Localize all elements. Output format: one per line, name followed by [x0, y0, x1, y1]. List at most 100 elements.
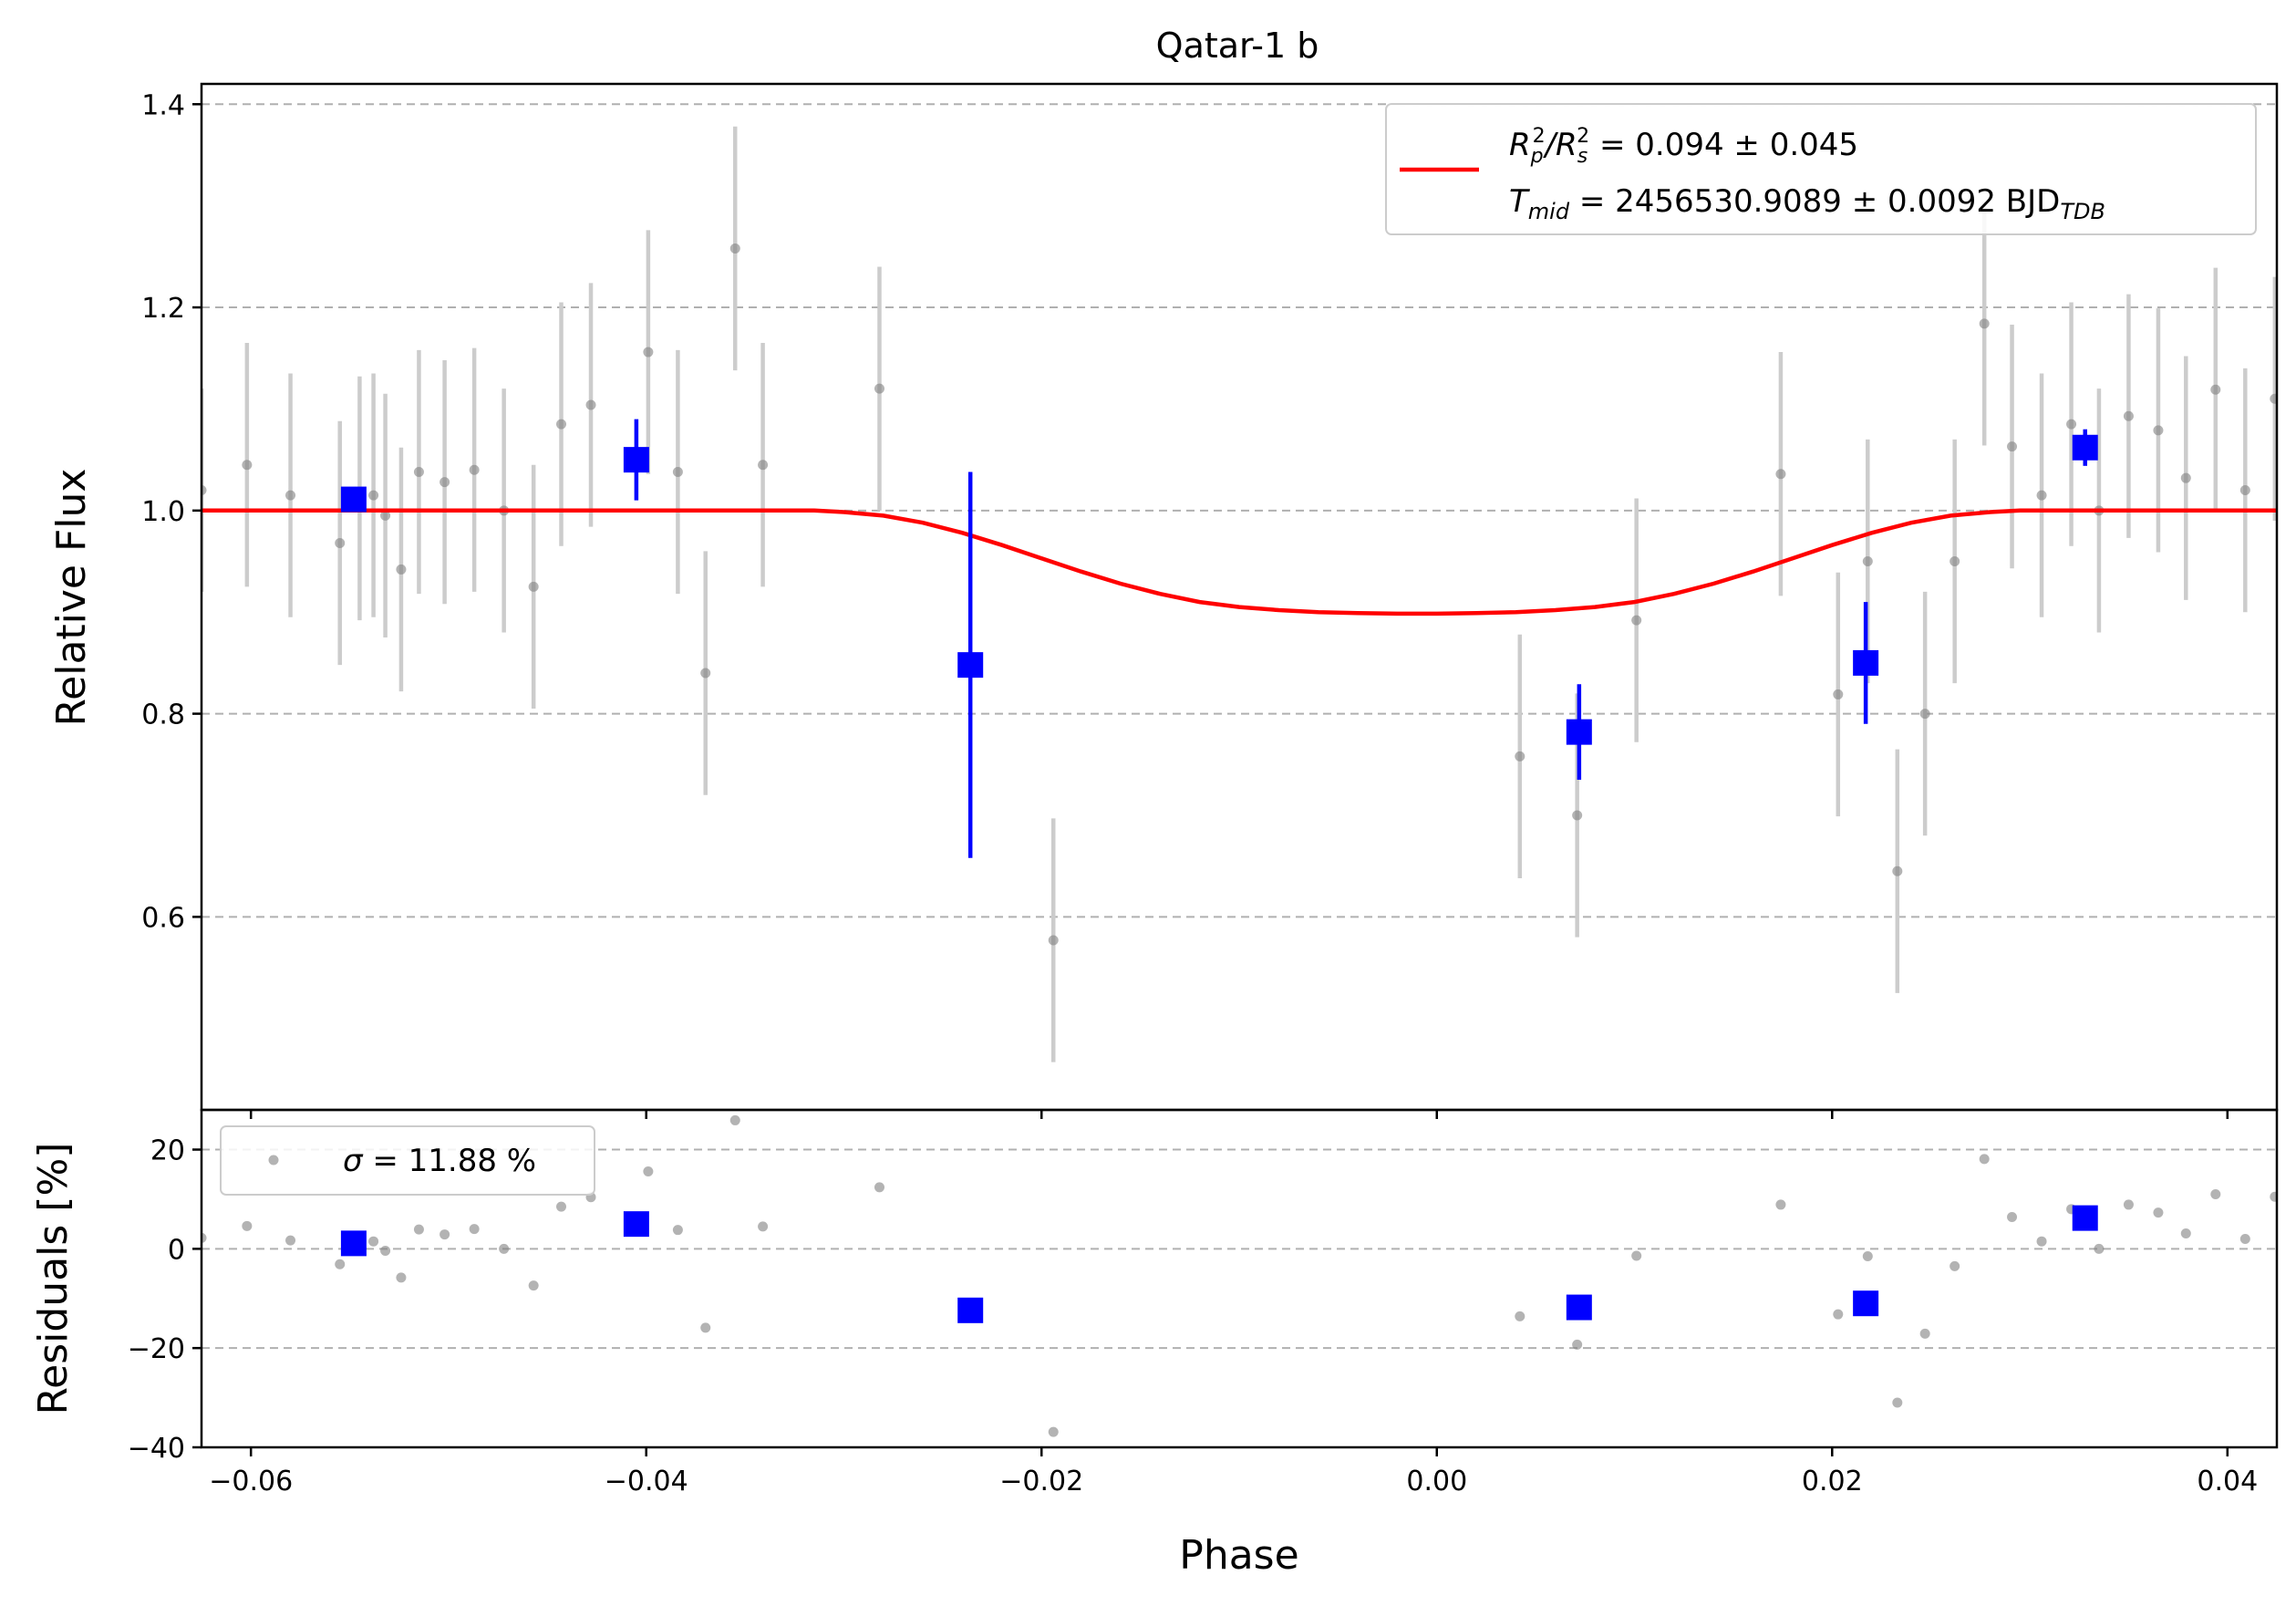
- residual-raw-point: [380, 1246, 391, 1257]
- flux-panel: 0.60.81.01.21.4 Relative Flux Rp2/Rs2 = …: [48, 82, 2279, 1112]
- chart-title: Qatar-1 b: [1156, 26, 1319, 66]
- residual-y-tick-label: 0: [168, 1234, 185, 1266]
- residual-raw-point: [1950, 1260, 1960, 1271]
- flux-raw-point: [469, 464, 480, 475]
- residual-binned-point: [1853, 1290, 1879, 1317]
- flux-raw-point: [1919, 709, 1930, 720]
- phase-x-tick-label: −0.04: [605, 1466, 688, 1497]
- flux-raw-point: [2270, 393, 2277, 404]
- residual-binned-point: [1566, 1294, 1592, 1321]
- residual-raw-point: [1862, 1251, 1873, 1262]
- phase-x-tick-label: 0.00: [1406, 1466, 1467, 1497]
- residual-raw-point: [1048, 1426, 1059, 1437]
- flux-raw-point: [700, 668, 711, 679]
- flux-raw-point: [643, 347, 654, 357]
- flux-y-ticks: 0.6 0.8 1.0 1.2 1.4: [141, 89, 202, 934]
- flux-legend-box: [1385, 103, 2257, 235]
- flux-raw-point: [729, 243, 740, 254]
- legend-sigma-value: = 11.88 %: [363, 1143, 537, 1179]
- legend-tmid-text: Tmid = 2456530.9089 ± 0.0092 BJDTDB: [1509, 183, 2105, 224]
- residual-raw-point: [2270, 1191, 2277, 1202]
- flux-binned-point: [2072, 434, 2098, 461]
- flux-raw-point: [285, 490, 296, 501]
- flux-raw-point: [440, 477, 450, 488]
- residual-raw-point: [499, 1243, 510, 1254]
- flux-raw-point: [1950, 556, 1960, 567]
- residual-raw-point: [2210, 1189, 2221, 1199]
- phase-x-tick-label: −0.06: [209, 1466, 293, 1497]
- flux-raw-point: [335, 537, 346, 548]
- residual-raw-point: [469, 1224, 480, 1235]
- flux-binned-point: [957, 652, 984, 679]
- flux-raw-point: [2036, 490, 2047, 501]
- phase-x-ticks: −0.06 −0.04 −0.02 0.00 0.02 0.04: [209, 1110, 2258, 1497]
- flux-binned-point: [1853, 649, 1879, 676]
- residual-raw-point: [242, 1220, 253, 1231]
- residual-raw-point: [1572, 1339, 1583, 1350]
- x-axis-label: Phase: [1179, 1532, 1298, 1579]
- residual-binned-point: [2072, 1205, 2098, 1231]
- flux-raw-point: [380, 510, 391, 521]
- residual-raw-point: [1979, 1154, 1990, 1165]
- residual-raw-point: [413, 1224, 424, 1235]
- residual-raw-point: [1775, 1199, 1786, 1210]
- transit-model-line: [202, 508, 2277, 616]
- flux-binned-point: [1566, 719, 1592, 745]
- flux-raw-point: [242, 460, 253, 471]
- flux-raw-point: [2007, 441, 2018, 452]
- legend-depth-rp: R: [1509, 127, 1531, 163]
- flux-raw-point: [874, 383, 884, 394]
- residual-binned-point: [623, 1211, 649, 1238]
- flux-y-tick-label: 0.6: [141, 902, 185, 934]
- residual-raw-point: [396, 1272, 407, 1283]
- legend-depth-value: = 0.094 ± 0.045: [1589, 127, 1858, 163]
- residual-legend-box: [220, 1125, 595, 1196]
- legend-tmid-sub: mid: [1528, 199, 1570, 224]
- residual-raw-point: [643, 1166, 654, 1176]
- flux-y-tick-label: 1.4: [141, 89, 185, 121]
- legend-sigma-symbol: σ: [343, 1143, 364, 1179]
- flux-raw-point: [1631, 615, 1642, 626]
- flux-raw-point: [585, 399, 596, 410]
- flux-raw-point: [758, 460, 769, 471]
- legend-tmid-t: T: [1509, 183, 1530, 220]
- flux-raw-point: [2123, 410, 2134, 421]
- flux-raw-point: [2210, 384, 2221, 395]
- residual-raw-point: [440, 1229, 450, 1240]
- residual-binned-point: [340, 1230, 367, 1257]
- residual-raw-point: [1833, 1309, 1844, 1320]
- flux-y-tick-label: 1.0: [141, 496, 185, 528]
- flux-raw-point: [1572, 810, 1583, 821]
- phase-x-tick-label: 0.02: [1802, 1466, 1863, 1497]
- residual-raw-point: [1892, 1397, 1903, 1408]
- residual-y-tick-label: 20: [150, 1135, 185, 1167]
- residual-raw-point: [2036, 1236, 2047, 1247]
- residual-raw-point: [1919, 1328, 1930, 1339]
- residual-raw-point: [672, 1225, 683, 1236]
- flux-raw-point: [1862, 556, 1873, 567]
- residual-raw-point: [758, 1221, 769, 1232]
- flux-raw-point: [1833, 689, 1844, 699]
- residual-raw-point: [874, 1182, 884, 1193]
- flux-y-axis-label: Relative Flux: [48, 469, 95, 727]
- flux-raw-point: [202, 485, 207, 496]
- flux-binned-points: [340, 419, 2098, 858]
- legend-depth-rp-sub: p: [1530, 145, 1544, 168]
- flux-raw-point: [1892, 865, 1903, 876]
- flux-raw-point: [1515, 751, 1525, 762]
- residual-binned-point: [957, 1297, 984, 1323]
- residual-raw-point: [1631, 1250, 1642, 1261]
- residual-raw-point: [368, 1236, 379, 1247]
- residual-panel: −40 −20 0 20 Residuals [%] σ = 11.88 %: [30, 1108, 2279, 1465]
- residual-raw-point: [2153, 1207, 2164, 1218]
- residual-raw-point: [2239, 1233, 2250, 1244]
- residual-raw-point: [335, 1259, 346, 1269]
- legend-depth-rs-sup: 2: [1577, 125, 1589, 148]
- residual-raw-point: [2007, 1212, 2018, 1223]
- phase-x-tick-label: 0.04: [2197, 1466, 2258, 1497]
- flux-raw-point: [1048, 935, 1059, 946]
- residual-raw-point: [556, 1201, 567, 1212]
- residual-y-tick-label: −20: [128, 1333, 185, 1365]
- residual-raw-point: [729, 1114, 740, 1125]
